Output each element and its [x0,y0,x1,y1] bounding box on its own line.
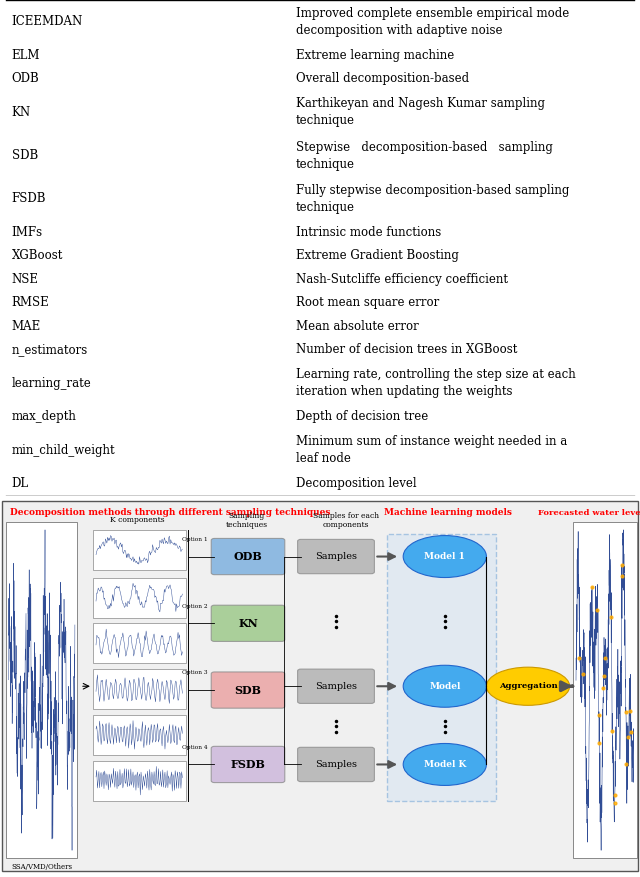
Text: RMSE: RMSE [12,296,49,310]
Text: Model: Model [429,681,461,691]
Text: max_depth: max_depth [12,410,76,424]
Text: Minimum sum of instance weight needed in a
leaf node: Minimum sum of instance weight needed in… [296,435,567,466]
FancyBboxPatch shape [573,522,637,858]
FancyBboxPatch shape [2,502,638,871]
Text: NSE: NSE [12,273,38,286]
FancyBboxPatch shape [93,715,186,755]
FancyBboxPatch shape [211,538,285,574]
Text: Option 1: Option 1 [182,537,208,542]
Text: ICEEMDAN: ICEEMDAN [12,15,83,28]
Text: MAE: MAE [12,320,41,333]
FancyBboxPatch shape [211,672,285,709]
Text: Intrinsic mode functions: Intrinsic mode functions [296,226,441,239]
Ellipse shape [486,667,570,705]
Text: Samples for each
components: Samples for each components [312,511,379,529]
Text: KN: KN [238,617,258,629]
Text: Sampling
techniques: Sampling techniques [225,511,268,529]
Text: learning_rate: learning_rate [12,377,92,390]
Text: Root mean square error: Root mean square error [296,296,439,310]
Text: DL: DL [12,477,29,490]
Text: Model 1: Model 1 [424,552,465,561]
FancyBboxPatch shape [387,533,496,801]
Text: Decomposition level: Decomposition level [296,477,416,490]
FancyBboxPatch shape [211,605,285,641]
Text: ODB: ODB [234,551,262,562]
Text: Option 3: Option 3 [182,670,208,675]
Ellipse shape [403,744,486,786]
FancyBboxPatch shape [93,578,186,617]
Text: Depth of decision tree: Depth of decision tree [296,410,428,424]
Text: Overall decomposition-based: Overall decomposition-based [296,72,469,85]
Text: ODB: ODB [12,72,39,85]
Text: min_child_weight: min_child_weight [12,444,115,457]
Text: Option 4: Option 4 [182,745,208,750]
Text: Mean absolute error: Mean absolute error [296,320,419,333]
Text: Samples: Samples [315,552,357,561]
Text: Fully stepwise decomposition-based sampling
technique: Fully stepwise decomposition-based sampl… [296,184,569,214]
Text: Option 2: Option 2 [182,603,208,609]
Text: ELM: ELM [12,48,40,61]
FancyBboxPatch shape [298,747,374,781]
Text: Stepwise   decomposition-based   sampling
technique: Stepwise decomposition-based sampling te… [296,140,552,170]
Text: Extreme learning machine: Extreme learning machine [296,48,454,61]
Text: Forecasted water level: Forecasted water level [538,509,640,517]
Text: FSDB: FSDB [230,759,266,770]
FancyBboxPatch shape [93,760,186,801]
Text: KN: KN [12,105,31,118]
Text: Samples: Samples [315,681,357,691]
FancyBboxPatch shape [93,669,186,709]
FancyBboxPatch shape [93,624,186,663]
FancyBboxPatch shape [6,522,77,858]
Text: K components: K components [110,517,165,524]
Text: Karthikeyan and Nagesh Kumar sampling
technique: Karthikeyan and Nagesh Kumar sampling te… [296,97,545,127]
Text: Nash-Sutcliffe efficiency coefficient: Nash-Sutcliffe efficiency coefficient [296,273,508,286]
Text: IMFs: IMFs [12,226,43,239]
Text: Extreme Gradient Boosting: Extreme Gradient Boosting [296,249,458,262]
Text: Model K: Model K [424,760,466,769]
Text: FSDB: FSDB [12,192,46,205]
FancyBboxPatch shape [298,669,374,703]
FancyBboxPatch shape [93,530,186,570]
Text: Samples: Samples [315,760,357,769]
Text: Decomposition methods through different sampling techniques: Decomposition methods through different … [10,508,330,517]
Ellipse shape [403,666,486,707]
Text: Learning rate, controlling the step size at each
iteration when updating the wei: Learning rate, controlling the step size… [296,368,575,398]
Text: Machine learning models: Machine learning models [384,508,512,517]
Text: SSA/VMD/Others: SSA/VMD/Others [11,864,72,872]
Text: n_estimators: n_estimators [12,344,88,356]
Text: Number of decision trees in XGBoost: Number of decision trees in XGBoost [296,344,517,356]
Text: XGBoost: XGBoost [12,249,63,262]
FancyBboxPatch shape [298,539,374,574]
Ellipse shape [403,536,486,578]
FancyBboxPatch shape [211,746,285,782]
Text: Improved complete ensemble empirical mode
decomposition with adaptive noise: Improved complete ensemble empirical mod… [296,7,569,37]
Text: Aggregation: Aggregation [499,682,557,690]
Text: SDB: SDB [12,149,38,162]
Text: SDB: SDB [234,685,262,695]
